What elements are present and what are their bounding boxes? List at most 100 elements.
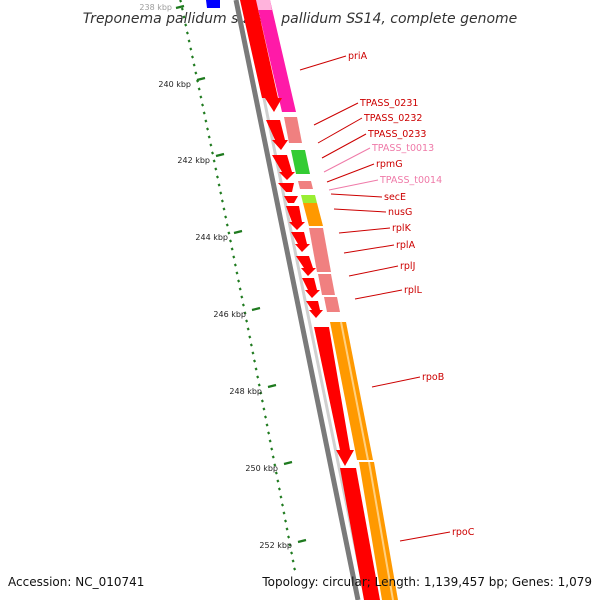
tick-dot (245, 319, 249, 323)
tick-dot (201, 103, 205, 107)
tick-label: 252 kbp (259, 541, 292, 550)
backbone-light-line (242, 0, 368, 600)
tick-dot (235, 271, 239, 275)
tick-dot (257, 383, 261, 387)
gene-leader-line (313, 102, 359, 126)
gene-leader-line (328, 179, 379, 191)
gene-leader-line (371, 376, 421, 388)
gene-leader-line (348, 265, 399, 277)
gene-label: TPASS_0233 (367, 129, 426, 140)
gene-leader-line (326, 163, 375, 183)
gene-label: rplL (404, 285, 423, 296)
gene-label: TPASS_t0013 (371, 143, 434, 154)
backbone-dark-line (233, 0, 361, 600)
cds-arrow-nusG (291, 232, 310, 252)
cds-arrow-rpmG (284, 196, 298, 203)
gene-leader-line (330, 193, 383, 198)
tick-dot (259, 391, 263, 395)
tick-dot (273, 463, 277, 467)
cds-arrow-rpoB (314, 327, 354, 466)
gene-label: nusG (388, 207, 412, 218)
cds-arrow-rplA (302, 278, 320, 298)
tick-dot (180, 7, 184, 11)
tick-dot (204, 119, 208, 123)
tick-dot (287, 535, 291, 539)
tick-mark (283, 460, 293, 466)
tick-dot (254, 367, 258, 371)
tick-dot (280, 503, 285, 507)
tick-dot (283, 519, 288, 523)
tick-dot (194, 71, 198, 75)
tick-dot (220, 199, 224, 203)
gene-leader-line (323, 147, 371, 173)
tick-dot (225, 223, 229, 227)
tick-dot (192, 63, 196, 67)
tick-dot (217, 183, 221, 187)
tick-dot (232, 255, 236, 259)
feature-block-secE-outer (301, 195, 317, 203)
tick-dot (197, 87, 201, 91)
cds-arrow-rplK (296, 256, 316, 276)
tick-dot (214, 167, 218, 171)
tick-dot (240, 295, 244, 299)
feature-highlight-rpoC (368, 461, 394, 600)
tick-dot (233, 263, 237, 267)
feature-block-0232-outer (291, 150, 310, 174)
tick-dot (205, 127, 210, 131)
cds-arrow-0233 (278, 183, 294, 192)
tick-dot (270, 447, 274, 451)
tick-mark (175, 4, 185, 10)
tick-dot (230, 247, 234, 251)
tick-dot (285, 527, 289, 531)
tick-mark (297, 538, 307, 544)
gene-leader-line (333, 208, 387, 213)
tick-label: 238 kbp (139, 3, 172, 12)
feature-block-t0013-outer (298, 181, 313, 189)
tick-dot (271, 455, 275, 459)
tick-dot (179, 0, 183, 3)
gene-label: TPASS_0232 (363, 113, 422, 124)
tick-label: 248 kbp (229, 387, 262, 396)
gene-leader-line (338, 227, 391, 234)
tick-ring: 238 kbp 240 kbp 242 kbp 244 kbp 246 kbp 248 k… (139, 0, 307, 571)
tick-dot (274, 471, 278, 475)
feature-block-rplJ-outer (318, 274, 335, 295)
gene-label: rpoC (452, 527, 475, 538)
tick-dot (288, 543, 292, 547)
tick-dot (224, 215, 228, 219)
gene-label: rpoB (422, 372, 444, 383)
tick-dot (260, 399, 264, 403)
gene-label: secE (384, 192, 406, 203)
gene-labels: priA TPASS_0231 TPASS_0232 TPASS_0233 TPASS_… (299, 51, 475, 542)
accession-text: Accession: NC_010741 (8, 575, 144, 589)
backbone (233, 0, 368, 600)
tick-dot (238, 287, 242, 291)
tick-dot (241, 303, 245, 307)
tick-dot (249, 343, 253, 347)
tick-dot (237, 279, 241, 283)
tick-dot (252, 359, 257, 363)
tick-dot (185, 31, 189, 35)
tick-dot (243, 311, 247, 315)
tick-dot (262, 407, 266, 411)
tick-label: 246 kbp (213, 310, 246, 319)
tick-mark (196, 76, 206, 82)
cds-arrow-rpoC (340, 468, 380, 600)
tick-dot (215, 175, 220, 179)
tick-mark (215, 152, 225, 158)
cds-arrow-priA (240, 0, 282, 112)
gene-label: rpmG (376, 159, 403, 170)
tick-dot (209, 143, 213, 147)
tick-dot (256, 375, 260, 379)
gene-label: rplJ (400, 261, 415, 272)
gene-leader-line (317, 117, 363, 144)
tick-dot (202, 111, 206, 115)
topology-text: Topology: circular; Length: 1,139,457 bp… (261, 575, 592, 589)
tick-dot (291, 559, 295, 563)
tick-dot (189, 47, 193, 51)
tick-label: 244 kbp (195, 233, 228, 242)
tick-dot (190, 55, 195, 59)
tick-dot (251, 351, 255, 355)
tick-label: 250 kbp (245, 464, 278, 473)
